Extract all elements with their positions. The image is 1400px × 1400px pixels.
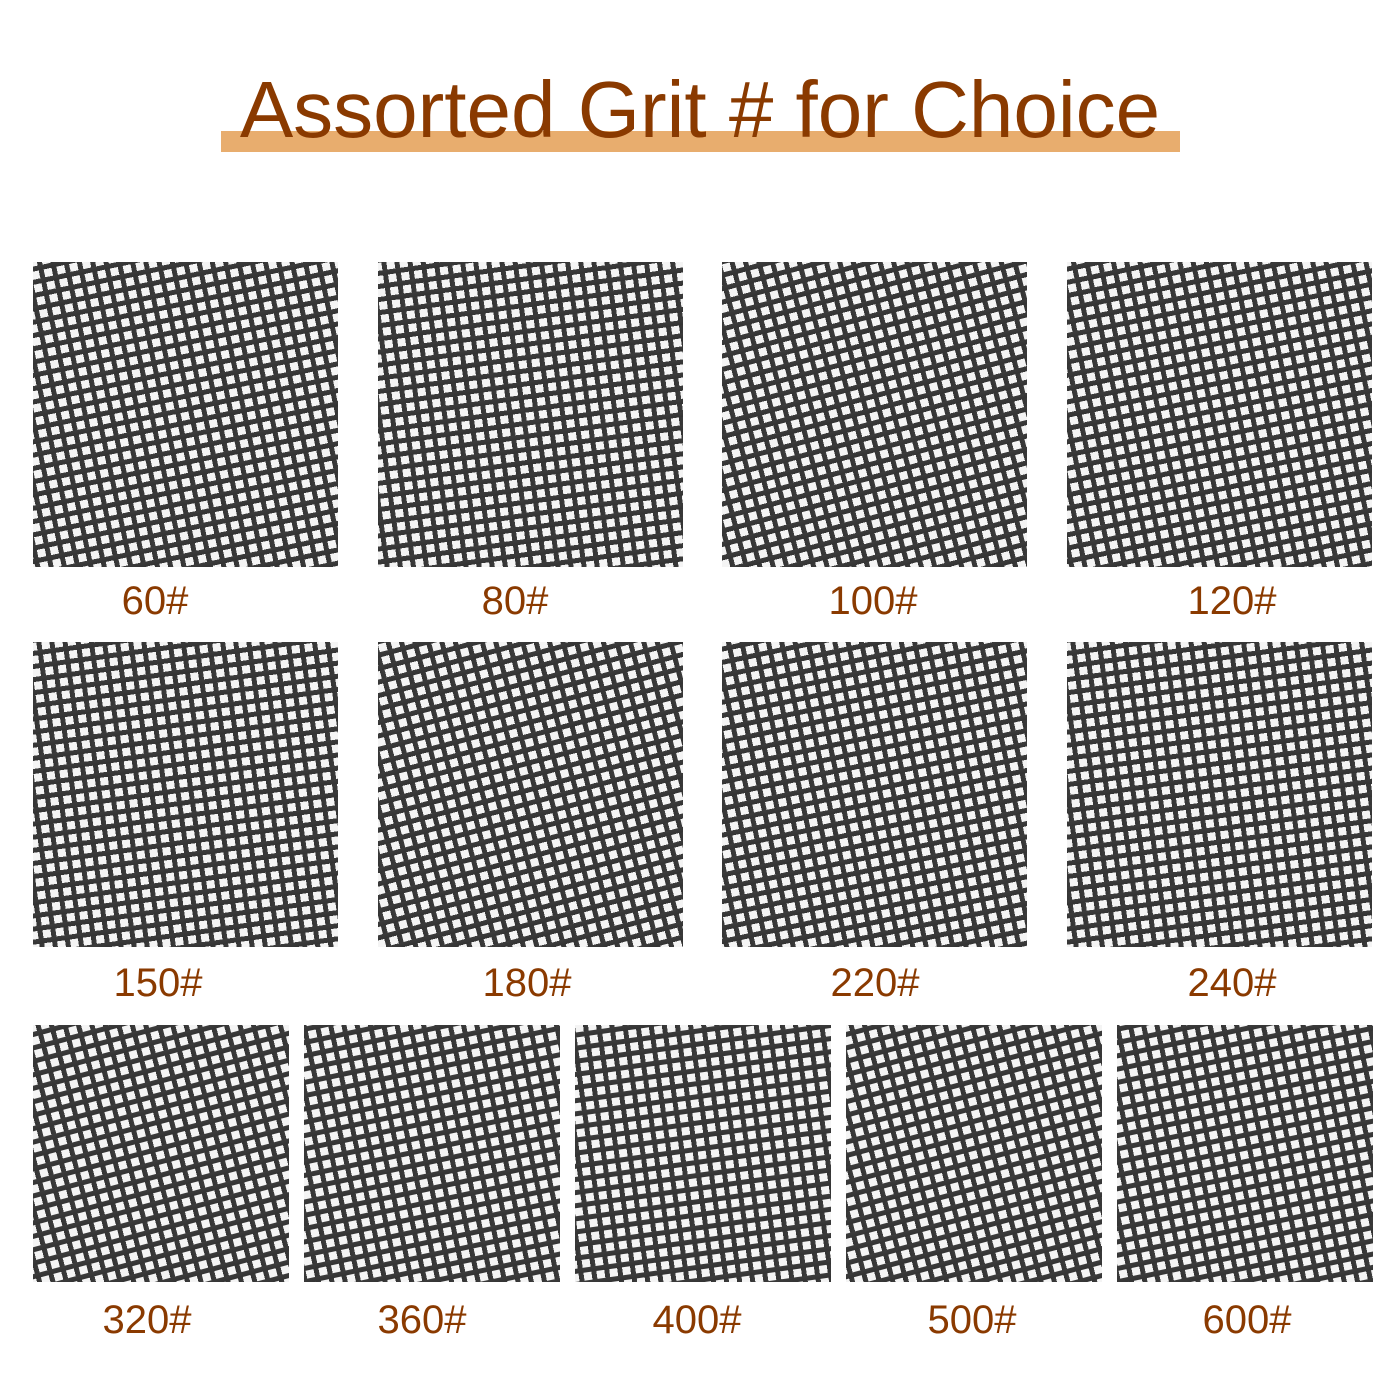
grit-label: 240#: [1187, 961, 1277, 1005]
mesh-pattern: [722, 262, 1027, 567]
sanding-mesh-swatch: [378, 262, 683, 567]
mesh-pattern: [575, 1025, 831, 1282]
grit-label: 360#: [377, 1298, 467, 1342]
grit-label: 320#: [102, 1298, 192, 1342]
mesh-pattern: [1117, 1025, 1373, 1282]
grit-label: 60#: [121, 579, 189, 623]
sanding-mesh-swatch: [33, 1025, 289, 1282]
mesh-pattern: [378, 262, 683, 567]
sanding-mesh-swatch: [378, 642, 683, 947]
grit-label: 180#: [482, 961, 572, 1005]
mesh-pattern: [33, 262, 338, 567]
mesh-pattern: [1067, 262, 1372, 567]
sanding-mesh-swatch: [33, 262, 338, 567]
mesh-pattern: [1067, 642, 1372, 947]
page-title: Assorted Grit # for Choice: [239, 65, 1161, 154]
grit-label: 220#: [830, 961, 920, 1005]
sanding-mesh-swatch: [1067, 262, 1372, 567]
sanding-mesh-swatch: [1067, 642, 1372, 947]
mesh-pattern: [33, 1025, 289, 1282]
sanding-mesh-swatch: [33, 642, 338, 947]
grit-label: 120#: [1187, 579, 1277, 623]
grit-label: 600#: [1202, 1298, 1292, 1342]
sanding-mesh-swatch: [846, 1025, 1102, 1282]
sanding-mesh-swatch: [1117, 1025, 1373, 1282]
grit-label: 100#: [828, 579, 918, 623]
sanding-mesh-swatch: [722, 262, 1027, 567]
title-underline: [221, 131, 1180, 152]
grit-label: 500#: [927, 1298, 1017, 1342]
sanding-mesh-swatch: [722, 642, 1027, 947]
grit-label: 400#: [652, 1298, 742, 1342]
mesh-pattern: [304, 1025, 560, 1282]
sanding-mesh-swatch: [575, 1025, 831, 1282]
mesh-pattern: [378, 642, 683, 947]
mesh-pattern: [722, 642, 1027, 947]
sanding-mesh-swatch: [304, 1025, 560, 1282]
mesh-pattern: [846, 1025, 1102, 1282]
mesh-pattern: [33, 642, 338, 947]
grit-label: 80#: [481, 579, 549, 623]
grit-label: 150#: [113, 961, 203, 1005]
